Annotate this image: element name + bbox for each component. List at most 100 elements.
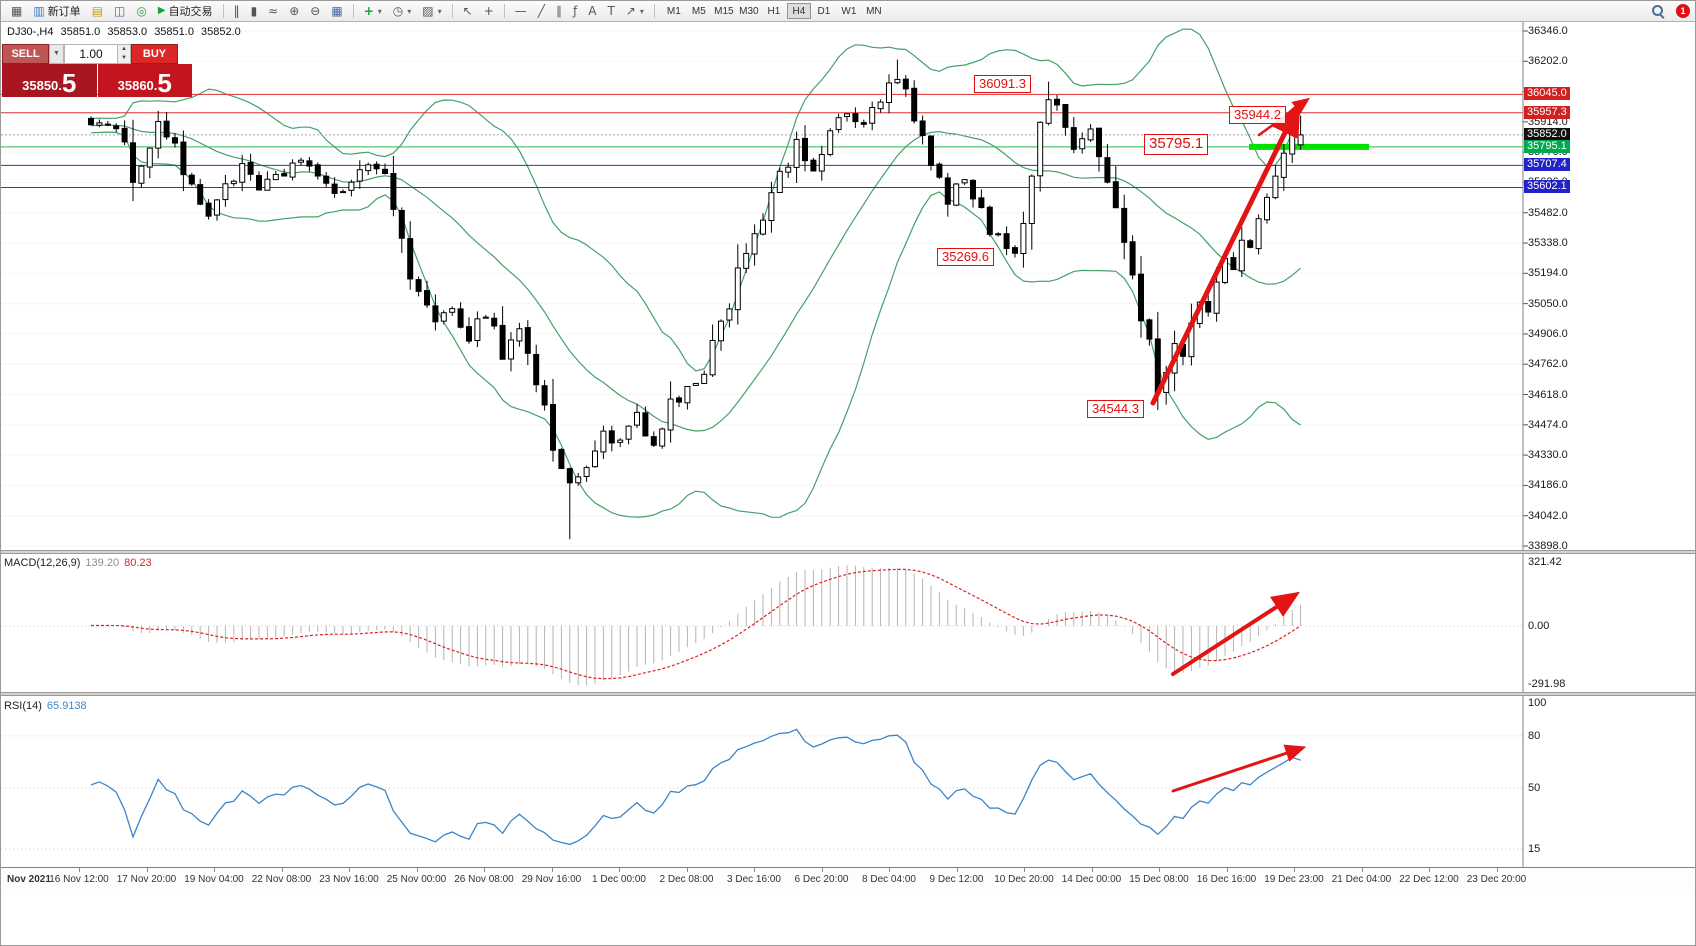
volume-increase-button[interactable]: ▲ <box>118 45 130 54</box>
time-axis-label: 29 Nov 16:00 <box>521 874 582 885</box>
time-axis-label: 14 Dec 00:00 <box>1061 874 1122 885</box>
toolbar-separator <box>503 4 505 18</box>
channel-button[interactable]: ∥ <box>551 3 567 20</box>
volume-decrease-button[interactable]: ▼ <box>118 54 130 63</box>
price-scale-label: 34330.0 <box>1528 449 1568 462</box>
market-watch-button[interactable]: ▤ <box>87 3 108 20</box>
price-annotation[interactable]: 36091.3 <box>974 75 1031 94</box>
price-annotation[interactable]: 35795.1 <box>1144 134 1209 155</box>
template-button[interactable]: ▨ ▾ <box>417 3 446 20</box>
horizontal-line-icon: — <box>514 4 527 18</box>
price-tag-36045.0: 36045.0 <box>1524 87 1570 101</box>
crosshair-button[interactable]: + <box>479 3 499 20</box>
search-icon <box>1651 4 1665 18</box>
autotrading-label: 自动交易 <box>168 6 213 18</box>
toolbar: ▦ ▥ 新订单 ▤ ◫ ◎ ▶ 自动交易 ‖ ▮ ≈ ⊕ ⊖ ▦ + ▾ ◷ ▾ ▨… <box>1 1 1695 22</box>
periods-button[interactable]: ◷ ▾ <box>388 3 417 20</box>
zoom-in-button[interactable]: ⊕ <box>284 3 304 20</box>
periods-icon: ◷ <box>392 4 404 18</box>
buy-button[interactable]: BUY <box>131 44 178 64</box>
candlestick-button[interactable]: ▮ <box>246 3 263 20</box>
new-order-button[interactable]: ▥ 新订单 <box>28 3 85 20</box>
timeframe-mn[interactable]: MN <box>866 6 882 17</box>
rsi-name: RSI(14) <box>4 700 42 712</box>
macd-plot <box>1 565 1523 686</box>
time-axis-label: 8 Dec 04:00 <box>862 874 916 885</box>
toolbar-separator <box>451 4 453 18</box>
time-tick <box>146 868 148 872</box>
price-annotation[interactable]: 35269.6 <box>937 248 994 267</box>
macd-signal-value: 80.23 <box>124 557 152 569</box>
price-scale-label: 33898.0 <box>1528 540 1568 552</box>
cursor-button[interactable]: ↖ <box>458 3 478 20</box>
timeframe-group: M1 M5 M15 M30 H1 H4 D1 W1 MN <box>662 3 886 19</box>
new-order-label: 新订单 <box>47 6 81 18</box>
price-scale-label: 34762.0 <box>1528 358 1568 371</box>
autotrading-button[interactable]: ▶ 自动交易 <box>153 3 218 20</box>
chart-window-button[interactable]: ▦ <box>6 3 27 20</box>
arrows-icon: ↗ <box>625 4 636 18</box>
timeframe-h1[interactable]: H1 <box>767 6 781 17</box>
horizontal-line-button[interactable]: — <box>510 3 532 20</box>
time-tick <box>956 868 958 872</box>
order-options-dropdown[interactable]: ▼ <box>49 44 64 64</box>
timeframe-m15[interactable]: M15 <box>714 6 734 17</box>
time-axis-label: 23 Dec 20:00 <box>1466 874 1527 885</box>
time-tick <box>1091 868 1093 872</box>
time-axis-label: 25 Nov 00:00 <box>386 874 447 885</box>
time-axis-label: 6 Dec 20:00 <box>794 874 849 885</box>
panel-divider[interactable] <box>1 692 1695 696</box>
time-axis-label: 21 Dec 04:00 <box>1331 874 1392 885</box>
buy-price[interactable]: 35860. 5 <box>97 64 192 97</box>
ohlc-low: 35851.0 <box>154 26 194 38</box>
time-tick <box>1024 868 1025 872</box>
time-axis-label: 23 Nov 16:00 <box>319 874 379 885</box>
timeframe-m5[interactable]: M5 <box>691 6 706 17</box>
market-watch-icon: ▤ <box>91 4 104 18</box>
indicators-button[interactable]: + ▾ <box>359 3 387 20</box>
symbol-period: DJ30-,H4 <box>7 26 54 38</box>
time-axis[interactable]: Nov 2021 16 Nov 12:00 17 Nov 20:00 19 Nov 0… <box>1 867 1695 895</box>
volume-input[interactable] <box>64 44 118 64</box>
price-annotation[interactable]: 35944.2 <box>1229 106 1286 125</box>
tile-windows-button[interactable]: ▦ <box>326 3 347 20</box>
timeframe-m30[interactable]: M30 <box>739 6 759 17</box>
line-chart-button[interactable]: ≈ <box>263 3 283 20</box>
time-tick <box>821 868 823 872</box>
label-button[interactable]: T <box>602 3 619 20</box>
data-window-button[interactable]: ◫ <box>109 3 130 20</box>
arrows-button[interactable]: ↗ ▾ <box>621 3 649 20</box>
sell-button[interactable]: SELL <box>2 44 49 64</box>
bar-chart-button[interactable]: ‖ <box>229 3 245 20</box>
one-click-trading-panel: SELL ▼ ▲ ▼ BUY 35850. 5 35860. 5 <box>2 44 192 97</box>
notifications-badge[interactable]: 1 <box>1676 4 1690 18</box>
chart-window-icon: ▦ <box>11 4 23 18</box>
timeframe-d1[interactable]: D1 <box>817 6 831 17</box>
tile-windows-icon: ▦ <box>331 4 343 18</box>
fibonacci-icon: ƒ <box>573 4 578 18</box>
fibonacci-button[interactable]: ƒ <box>568 3 582 20</box>
timeframe-w1[interactable]: W1 <box>841 6 857 17</box>
text-button[interactable]: A <box>583 3 601 20</box>
rsi-plot <box>1 728 1523 850</box>
price-scale-label: 35194.0 <box>1528 267 1568 280</box>
sell-price[interactable]: 35850. 5 <box>2 64 97 97</box>
price-annotation[interactable]: 34544.3 <box>1087 400 1144 419</box>
trendline-button[interactable]: ╱ <box>533 3 550 20</box>
time-tick <box>484 868 485 872</box>
panel-divider[interactable] <box>1 550 1695 554</box>
price-scale-label: -291.98 <box>1528 678 1566 691</box>
search-button[interactable] <box>1646 3 1670 20</box>
price-scale-label: 36202.0 <box>1528 55 1568 68</box>
timeframe-m1[interactable]: M1 <box>666 6 681 17</box>
time-axis-label: 1 Dec 00:00 <box>592 874 646 885</box>
timeframe-h4[interactable]: H4 <box>786 3 811 19</box>
macd-label: MACD(12,26,9) 139.20 80.23 <box>4 557 157 569</box>
zoom-out-button[interactable]: ⊖ <box>305 3 325 20</box>
navigator-button[interactable]: ◎ <box>131 3 151 20</box>
price-tag-35707.4: 35707.4 <box>1524 158 1570 172</box>
toolbar-separator <box>222 4 224 18</box>
price-scale-label: 36346.0 <box>1528 25 1568 37</box>
zoom-in-icon: ⊕ <box>289 4 300 18</box>
